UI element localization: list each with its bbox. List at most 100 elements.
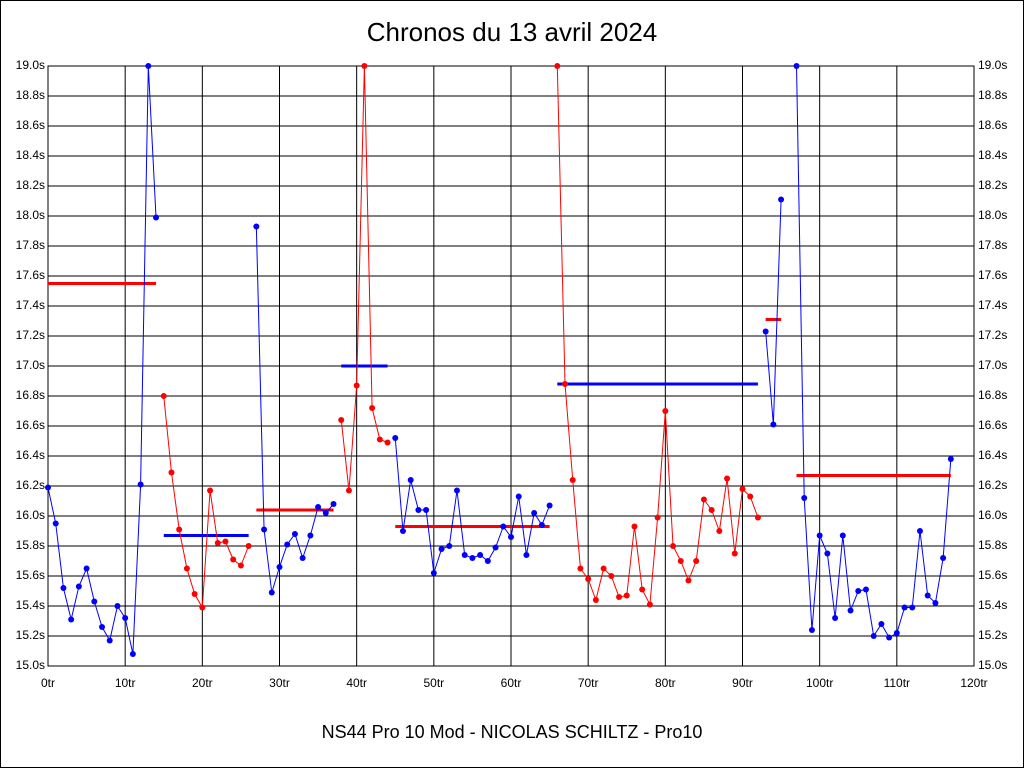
y-tick-label: 17.6s — [16, 268, 45, 282]
lap-point — [438, 546, 445, 552]
lap-point — [276, 564, 283, 570]
lap-point — [245, 543, 252, 549]
lap-point — [508, 534, 514, 540]
lap-point — [461, 552, 468, 558]
y-tick-label: 18.2s — [16, 178, 45, 192]
lap-point — [585, 576, 592, 582]
y2-tick-label: 18.6s — [978, 118, 1007, 132]
lap-point — [145, 63, 152, 69]
lap-point — [677, 558, 684, 564]
lap-point — [68, 616, 75, 623]
y2-tick-label: 15.6s — [978, 568, 1007, 582]
lap-point — [862, 586, 869, 593]
y-tick-label: 17.0s — [16, 358, 45, 372]
x-tick-label: 30tr — [269, 676, 290, 690]
lap-point — [392, 435, 399, 441]
x-tick-label: 10tr — [115, 676, 136, 690]
y2-tick-label: 18.0s — [978, 208, 1007, 222]
lap-point — [492, 544, 499, 551]
lap-point — [199, 604, 206, 611]
lap-point — [700, 496, 707, 503]
lap-point — [562, 381, 569, 387]
lap-point — [430, 570, 437, 576]
y2-tick-label: 15.0s — [978, 658, 1007, 672]
y-tick-label: 17.4s — [16, 298, 45, 312]
lap-point — [893, 630, 900, 636]
lap-point — [91, 598, 98, 605]
lap-point — [469, 555, 476, 561]
lap-point — [168, 469, 175, 476]
lap-point — [600, 565, 607, 572]
lap-point — [299, 555, 306, 561]
lap-point — [731, 550, 738, 557]
y-tick-label: 18.8s — [16, 88, 45, 102]
lap-point — [801, 495, 808, 501]
y-tick-label: 16.2s — [16, 478, 45, 492]
lap-point — [183, 565, 190, 572]
lap-point — [662, 408, 669, 414]
lap-point — [453, 487, 460, 494]
lap-point — [399, 528, 406, 534]
y2-tick-label: 16.6s — [978, 418, 1007, 432]
lap-point — [376, 436, 383, 443]
lap-point — [423, 507, 430, 513]
x-tick-label: 90tr — [732, 676, 753, 690]
lap-point — [322, 510, 329, 516]
lap-point — [839, 532, 846, 539]
x-tick-label: 100tr — [806, 676, 833, 690]
lap-point — [708, 507, 715, 513]
lap-point — [886, 634, 893, 641]
y-tick-label: 18.4s — [16, 148, 45, 162]
y-tick-label: 17.2s — [16, 328, 45, 342]
y2-tick-label: 17.4s — [978, 298, 1007, 312]
lap-point — [307, 532, 314, 539]
lap-point — [762, 328, 769, 335]
y2-tick-label: 17.6s — [978, 268, 1007, 282]
lap-point — [770, 421, 777, 428]
y2-tick-label: 19.0s — [978, 58, 1007, 72]
lap-point — [608, 573, 615, 579]
x-tick-label: 60tr — [501, 676, 522, 690]
lap-point — [515, 493, 522, 500]
y2-tick-label: 16.4s — [978, 448, 1007, 462]
y-tick-label: 17.8s — [16, 238, 45, 252]
lap-point — [546, 502, 553, 509]
lap-point — [253, 223, 260, 230]
lap-point — [778, 196, 785, 203]
lap-point — [291, 531, 298, 537]
lap-point — [724, 475, 731, 482]
y-tick-label: 15.2s — [16, 628, 45, 642]
y-tick-label: 16.0s — [16, 508, 45, 522]
lap-point — [569, 477, 576, 483]
lap-point — [45, 484, 51, 491]
lap-point — [484, 558, 491, 564]
lap-point — [114, 603, 121, 609]
y2-tick-label: 18.8s — [978, 88, 1007, 102]
lap-point — [446, 543, 453, 549]
lap-point — [739, 486, 746, 492]
y2-tick-label: 17.8s — [978, 238, 1007, 252]
lap-point — [870, 633, 877, 639]
y-tick-label: 19.0s — [16, 58, 45, 72]
y2-tick-label: 18.2s — [978, 178, 1007, 192]
lap-point — [577, 565, 584, 572]
y-tick-label: 16.8s — [16, 388, 45, 402]
lap-point — [646, 601, 653, 608]
lap-point — [901, 604, 908, 611]
y2-tick-label: 17.2s — [978, 328, 1007, 342]
lap-point — [176, 526, 183, 533]
lap-point — [137, 481, 144, 488]
lap-point — [361, 63, 368, 69]
lap-point — [654, 514, 661, 521]
lap-point — [122, 615, 129, 621]
lap-point — [129, 651, 136, 657]
y2-tick-label: 16.2s — [978, 478, 1007, 492]
lap-point — [847, 607, 854, 614]
lap-point — [338, 417, 345, 423]
lap-point — [592, 597, 599, 603]
x-tick-label: 0tr — [41, 676, 55, 690]
lap-point — [237, 562, 244, 569]
lap-point — [83, 565, 90, 572]
y-tick-label: 16.4s — [16, 448, 45, 462]
